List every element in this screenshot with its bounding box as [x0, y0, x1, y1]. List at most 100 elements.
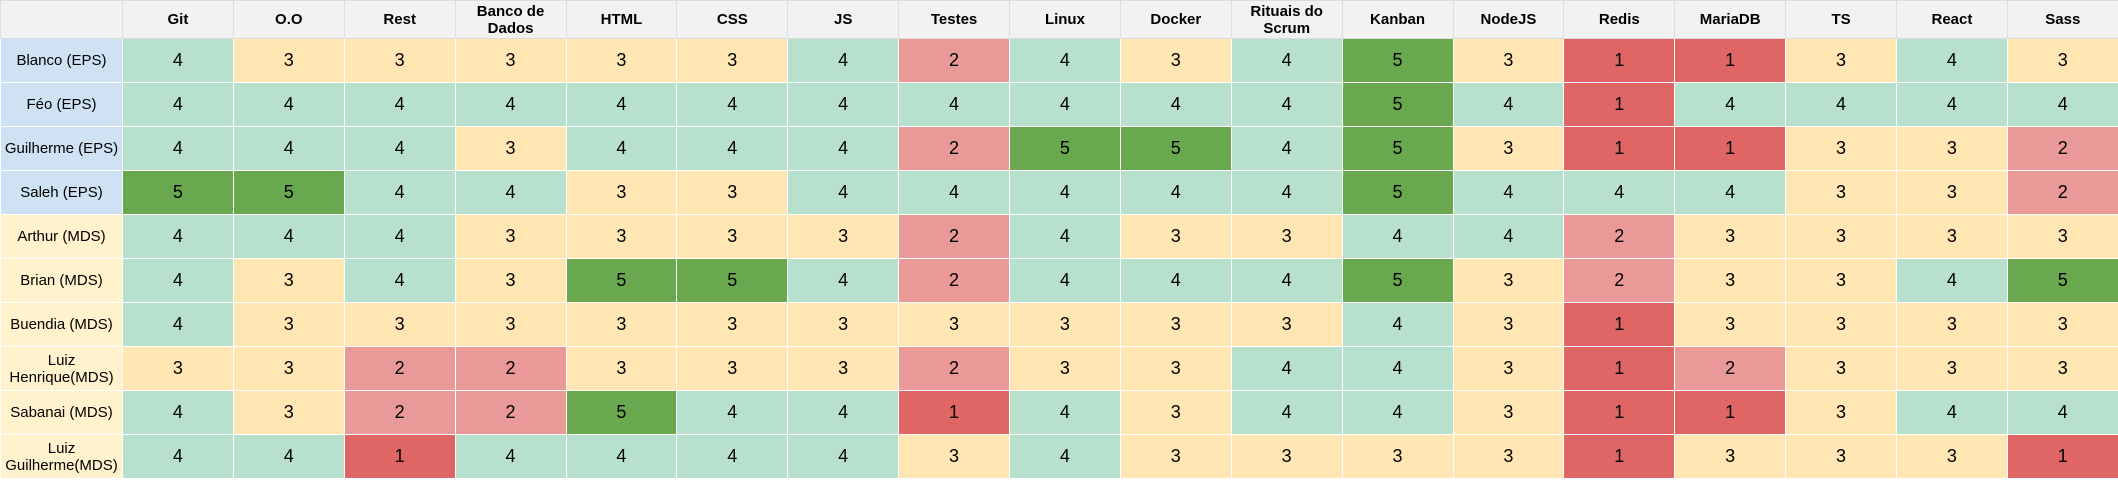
- row-header-luiz-guilherme-mds[interactable]: Luiz Guilherme(MDS): [0, 434, 123, 479]
- score-cell[interactable]: 3: [1785, 38, 1897, 83]
- score-cell[interactable]: 3: [1785, 170, 1897, 215]
- score-cell[interactable]: 4: [343, 82, 456, 127]
- score-cell[interactable]: 3: [1896, 346, 2008, 391]
- score-cell[interactable]: 4: [343, 258, 456, 303]
- score-cell[interactable]: 3: [232, 38, 345, 83]
- score-cell[interactable]: 4: [122, 126, 234, 171]
- score-cell[interactable]: 4: [1896, 258, 2008, 303]
- score-cell[interactable]: 5: [232, 170, 345, 215]
- score-cell[interactable]: 4: [1896, 38, 2008, 83]
- score-cell[interactable]: 4: [1230, 126, 1343, 171]
- score-cell[interactable]: 3: [676, 170, 789, 215]
- score-cell[interactable]: 4: [1452, 214, 1565, 259]
- score-cell[interactable]: 3: [1119, 346, 1232, 391]
- column-header-git[interactable]: Git: [122, 0, 234, 39]
- column-header-o-o[interactable]: O.O: [232, 0, 345, 39]
- score-cell[interactable]: 3: [2006, 38, 2118, 83]
- score-cell[interactable]: 1: [1674, 126, 1787, 171]
- row-header-blanco-eps[interactable]: Blanco (EPS): [0, 38, 123, 83]
- score-cell[interactable]: 4: [1009, 38, 1121, 83]
- score-cell[interactable]: 3: [1230, 302, 1343, 347]
- score-cell[interactable]: 3: [1785, 434, 1897, 479]
- corner-cell[interactable]: [0, 0, 123, 39]
- score-cell[interactable]: 3: [1674, 434, 1787, 479]
- score-cell[interactable]: 4: [1009, 434, 1121, 479]
- score-cell[interactable]: 4: [1341, 346, 1454, 391]
- score-cell[interactable]: 4: [787, 82, 900, 127]
- score-cell[interactable]: 4: [343, 214, 456, 259]
- column-header-testes[interactable]: Testes: [898, 0, 1010, 39]
- score-cell[interactable]: 3: [1674, 214, 1787, 259]
- score-cell[interactable]: 4: [1452, 170, 1565, 215]
- score-cell[interactable]: 1: [1674, 390, 1787, 435]
- column-header-linux[interactable]: Linux: [1009, 0, 1121, 39]
- score-cell[interactable]: 3: [232, 258, 345, 303]
- score-cell[interactable]: 2: [454, 390, 567, 435]
- score-cell[interactable]: 4: [122, 82, 234, 127]
- score-cell[interactable]: 2: [898, 214, 1010, 259]
- score-cell[interactable]: 4: [122, 214, 234, 259]
- score-cell[interactable]: 3: [1009, 346, 1121, 391]
- row-header-guilherme-eps[interactable]: Guilherme (EPS): [0, 126, 123, 171]
- score-cell[interactable]: 2: [898, 126, 1010, 171]
- row-header-arthur-mds[interactable]: Arthur (MDS): [0, 214, 123, 259]
- score-cell[interactable]: 4: [676, 82, 789, 127]
- score-cell[interactable]: 1: [2006, 434, 2118, 479]
- score-cell[interactable]: 4: [1009, 82, 1121, 127]
- column-header-rest[interactable]: Rest: [343, 0, 456, 39]
- score-cell[interactable]: 4: [787, 126, 900, 171]
- score-cell[interactable]: 3: [1896, 126, 2008, 171]
- score-cell[interactable]: 3: [565, 346, 678, 391]
- score-cell[interactable]: 2: [2006, 170, 2118, 215]
- score-cell[interactable]: 3: [1452, 434, 1565, 479]
- score-cell[interactable]: 4: [787, 434, 900, 479]
- score-cell[interactable]: 1: [898, 390, 1010, 435]
- score-cell[interactable]: 1: [1563, 82, 1676, 127]
- row-header-brian-mds[interactable]: Brian (MDS): [0, 258, 123, 303]
- score-cell[interactable]: 3: [1785, 258, 1897, 303]
- score-cell[interactable]: 4: [1341, 214, 1454, 259]
- column-header-docker[interactable]: Docker: [1119, 0, 1232, 39]
- score-cell[interactable]: 3: [232, 346, 345, 391]
- score-cell[interactable]: 5: [1341, 126, 1454, 171]
- score-cell[interactable]: 4: [454, 82, 567, 127]
- score-cell[interactable]: 4: [676, 390, 789, 435]
- score-cell[interactable]: 3: [454, 302, 567, 347]
- score-cell[interactable]: 3: [565, 302, 678, 347]
- score-cell[interactable]: 4: [1230, 38, 1343, 83]
- score-cell[interactable]: 3: [1341, 434, 1454, 479]
- score-cell[interactable]: 3: [1785, 390, 1897, 435]
- score-cell[interactable]: 5: [1119, 126, 1232, 171]
- score-cell[interactable]: 4: [2006, 82, 2118, 127]
- score-cell[interactable]: 4: [565, 434, 678, 479]
- score-cell[interactable]: 3: [343, 302, 456, 347]
- score-cell[interactable]: 3: [1674, 302, 1787, 347]
- score-cell[interactable]: 4: [787, 170, 900, 215]
- score-cell[interactable]: 2: [343, 390, 456, 435]
- score-cell[interactable]: 3: [565, 38, 678, 83]
- score-cell[interactable]: 4: [343, 126, 456, 171]
- score-cell[interactable]: 1: [1563, 434, 1676, 479]
- score-cell[interactable]: 4: [1119, 258, 1232, 303]
- score-cell[interactable]: 2: [898, 346, 1010, 391]
- score-cell[interactable]: 4: [1009, 390, 1121, 435]
- score-cell[interactable]: 3: [1896, 170, 2008, 215]
- score-cell[interactable]: 3: [1452, 258, 1565, 303]
- score-cell[interactable]: 3: [787, 346, 900, 391]
- score-cell[interactable]: 3: [676, 302, 789, 347]
- column-header-html[interactable]: HTML: [565, 0, 678, 39]
- score-cell[interactable]: 4: [565, 126, 678, 171]
- score-cell[interactable]: 3: [232, 390, 345, 435]
- row-header-luiz-henrique-mds[interactable]: Luiz Henrique(MDS): [0, 346, 123, 391]
- score-cell[interactable]: 2: [1674, 346, 1787, 391]
- score-cell[interactable]: 4: [787, 258, 900, 303]
- score-cell[interactable]: 2: [1563, 258, 1676, 303]
- score-cell[interactable]: 4: [2006, 390, 2118, 435]
- score-cell[interactable]: 2: [454, 346, 567, 391]
- score-cell[interactable]: 5: [676, 258, 789, 303]
- score-cell[interactable]: 1: [1563, 390, 1676, 435]
- score-cell[interactable]: 3: [122, 346, 234, 391]
- score-cell[interactable]: 3: [898, 302, 1010, 347]
- score-cell[interactable]: 3: [565, 170, 678, 215]
- score-cell[interactable]: 4: [1341, 302, 1454, 347]
